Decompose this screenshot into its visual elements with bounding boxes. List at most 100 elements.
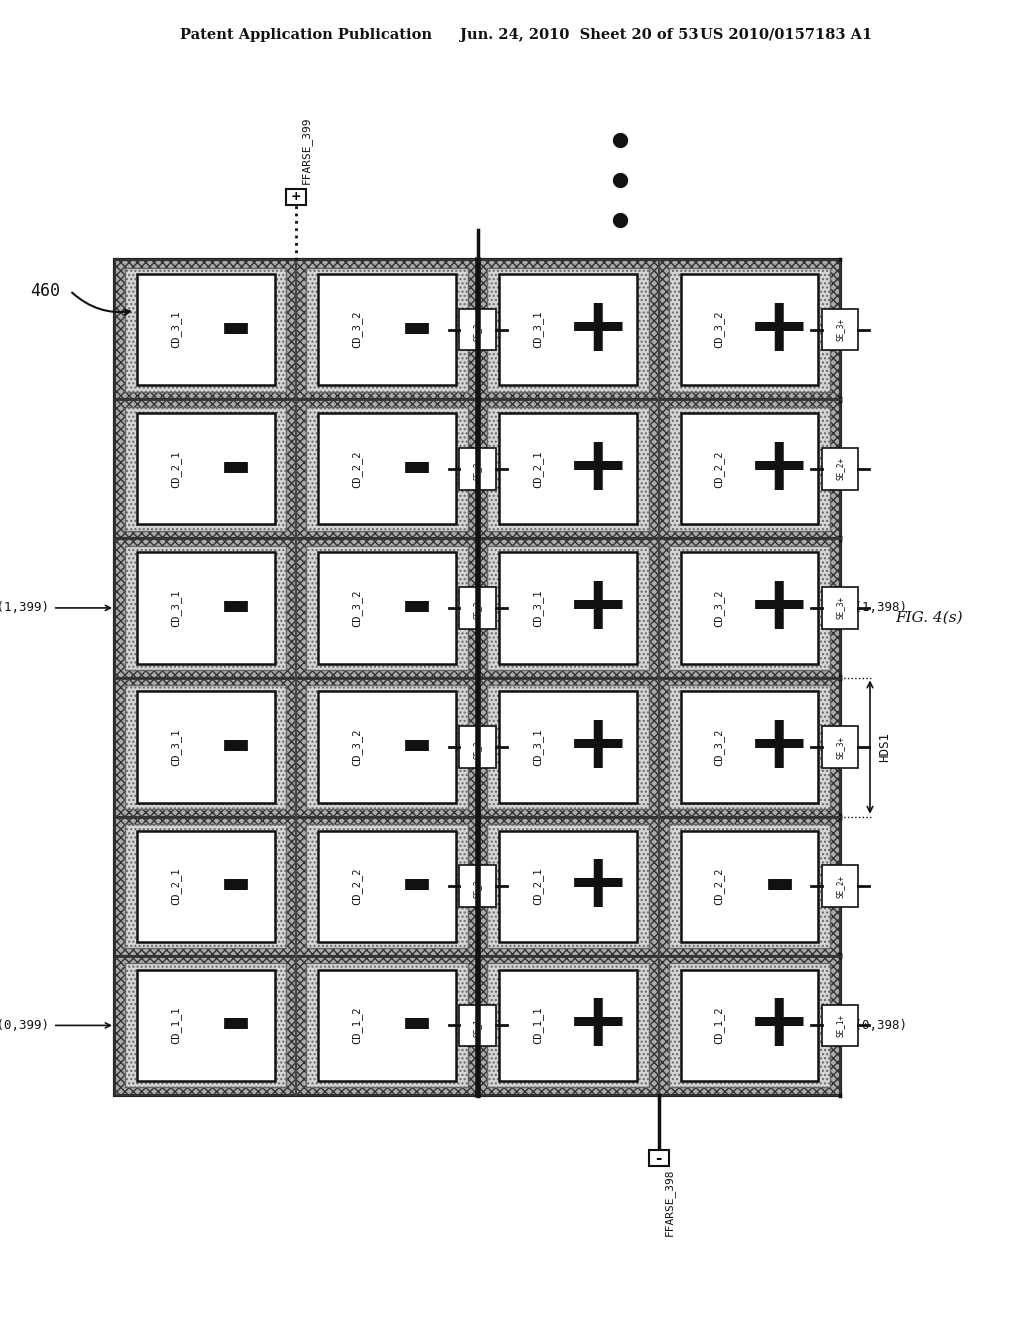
Bar [487,407,649,531]
Bar [296,956,477,1096]
Bar [487,824,649,948]
Text: Jun. 24, 2010  Sheet 20 of 53: Jun. 24, 2010 Sheet 20 of 53 [460,28,698,42]
Bar [460,726,496,768]
Bar [487,685,649,809]
Bar [125,268,287,392]
Text: CD_2_2: CD_2_2 [714,450,725,487]
Text: +: + [566,849,631,923]
Bar [658,539,840,677]
Text: -: - [401,710,433,784]
Text: CD_1_1: CD_1_1 [532,1007,544,1044]
Text: SE_3-: SE_3- [473,735,482,759]
Text: CD_3_2: CD_3_2 [714,310,725,348]
Bar [137,552,274,664]
Text: SE_1+: SE_1+ [836,1014,845,1038]
Text: CD_3_2: CD_3_2 [714,729,725,766]
Text: -: - [220,849,252,923]
Text: -: - [401,849,433,923]
Text: CD_3_1: CD_3_1 [532,310,544,348]
Bar [669,546,830,669]
Bar [460,447,496,490]
Bar [318,970,456,1081]
Bar [306,964,468,1088]
Bar [487,964,649,1088]
Text: -: - [220,989,252,1063]
Bar [500,413,637,524]
Bar [822,309,858,350]
Text: SE_3-: SE_3- [473,597,482,619]
Bar [125,824,287,948]
Bar [115,539,296,677]
Bar [125,685,287,809]
Bar [500,830,637,942]
Bar [477,677,658,817]
Text: CD_1_2: CD_1_2 [351,1007,362,1044]
Text: CD_3_2: CD_3_2 [351,589,362,627]
Bar [822,866,858,907]
Bar [681,692,818,803]
Text: +: + [291,190,301,203]
Text: CD_2_1: CD_2_1 [532,867,544,906]
Bar [669,407,830,531]
Bar [296,260,477,399]
Bar [318,275,456,385]
Bar [115,956,296,1096]
Text: CD_2_2: CD_2_2 [714,867,725,906]
Text: CD_1_2: CD_1_2 [714,1007,725,1044]
Bar [306,685,468,809]
Bar [125,407,287,531]
Text: P(1,399): P(1,399) [0,602,111,614]
Text: SE_2-: SE_2- [473,875,482,898]
Text: CD_2_1: CD_2_1 [170,867,181,906]
Bar [115,260,296,399]
Bar [137,275,274,385]
Bar [296,817,477,956]
Bar [115,817,296,956]
Text: +: + [748,710,812,784]
Bar [487,268,649,392]
Bar [500,275,637,385]
Bar [822,1005,858,1047]
Text: SE_3-: SE_3- [473,318,482,341]
Text: CD_2_1: CD_2_1 [170,450,181,487]
Text: -: - [655,1151,662,1166]
Bar [306,407,468,531]
Bar [137,692,274,803]
Bar [306,268,468,392]
Bar [306,824,468,948]
Bar [669,685,830,809]
Text: 460: 460 [30,281,60,300]
Bar [296,399,477,539]
Bar [658,260,840,399]
Bar [477,817,658,956]
Text: -: - [401,432,433,506]
Text: HDS1: HDS1 [878,733,891,762]
Text: US 2010/0157183 A1: US 2010/0157183 A1 [700,28,872,42]
Text: +: + [566,293,631,367]
Bar [681,970,818,1081]
Bar [658,956,840,1096]
Text: -: - [220,432,252,506]
Text: SE_2+: SE_2+ [836,457,845,480]
Text: +: + [566,432,631,506]
Text: CD_3_2: CD_3_2 [351,310,362,348]
Text: +: + [566,710,631,784]
Text: CD_1_1: CD_1_1 [170,1007,181,1044]
Bar [500,552,637,664]
Text: -: - [220,293,252,367]
Text: FIG. 4(s): FIG. 4(s) [895,610,963,624]
Text: -: - [401,989,433,1063]
Bar [681,413,818,524]
Text: P(0,398): P(0,398) [848,1019,908,1032]
Text: CD_3_2: CD_3_2 [714,589,725,627]
Bar [318,413,456,524]
Bar [115,677,296,817]
Bar [318,830,456,942]
Text: CD_2_2: CD_2_2 [351,450,362,487]
Bar [125,546,287,669]
Text: SE_3+: SE_3+ [836,318,845,341]
Text: P(1,398): P(1,398) [848,602,908,614]
Bar [306,546,468,669]
Bar [669,268,830,392]
Text: +: + [566,572,631,645]
